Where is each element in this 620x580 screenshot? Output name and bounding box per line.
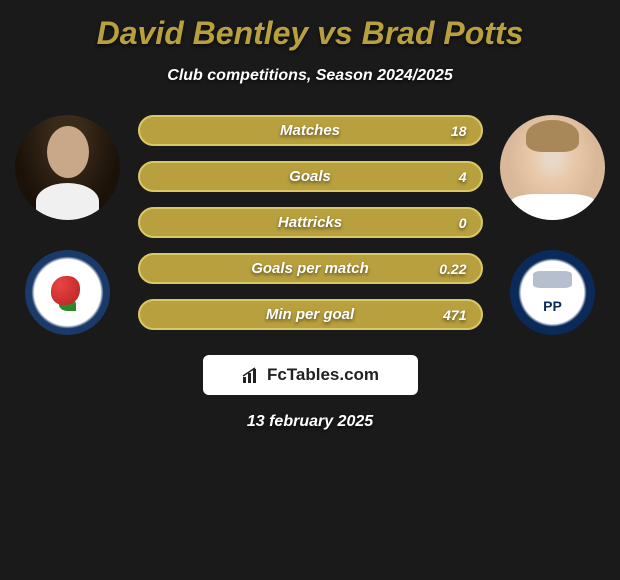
- stat-right-value: 0.22: [439, 261, 466, 277]
- stat-bar-matches: Matches 18: [138, 115, 483, 146]
- branding-text: FcTables.com: [267, 365, 379, 385]
- stat-right-value: 4: [459, 169, 467, 185]
- stat-right-value: 0: [459, 215, 467, 231]
- player-left-crest: [25, 250, 110, 335]
- stat-label: Hattricks: [278, 214, 342, 231]
- player-right-crest: [510, 250, 595, 335]
- chart-icon: [241, 366, 261, 384]
- stat-right-value: 18: [451, 123, 467, 139]
- branding-badge[interactable]: FcTables.com: [203, 355, 418, 395]
- stats-column: Matches 18 Goals 4 Hattricks 0 Goals per…: [138, 115, 483, 330]
- comparison-card: David Bentley vs Brad Potts Club competi…: [0, 0, 620, 441]
- stat-label: Min per goal: [266, 306, 354, 323]
- page-title: David Bentley vs Brad Potts: [97, 15, 524, 52]
- stat-bar-hattricks: Hattricks 0: [138, 207, 483, 238]
- stat-label: Matches: [280, 122, 340, 139]
- stat-bar-goals: Goals 4: [138, 161, 483, 192]
- stat-bar-goals-per-match: Goals per match 0.22: [138, 253, 483, 284]
- player-right-avatar: [500, 115, 605, 220]
- date-text: 13 february 2025: [247, 413, 373, 431]
- stat-label: Goals per match: [251, 260, 369, 277]
- player-left-avatar: [15, 115, 120, 220]
- stat-right-value: 471: [443, 307, 466, 323]
- stat-bar-min-per-goal: Min per goal 471: [138, 299, 483, 330]
- stat-label: Goals: [289, 168, 331, 185]
- main-area: Matches 18 Goals 4 Hattricks 0 Goals per…: [0, 115, 620, 335]
- left-column: [8, 115, 128, 335]
- subtitle: Club competitions, Season 2024/2025: [167, 67, 452, 85]
- right-column: [493, 115, 613, 335]
